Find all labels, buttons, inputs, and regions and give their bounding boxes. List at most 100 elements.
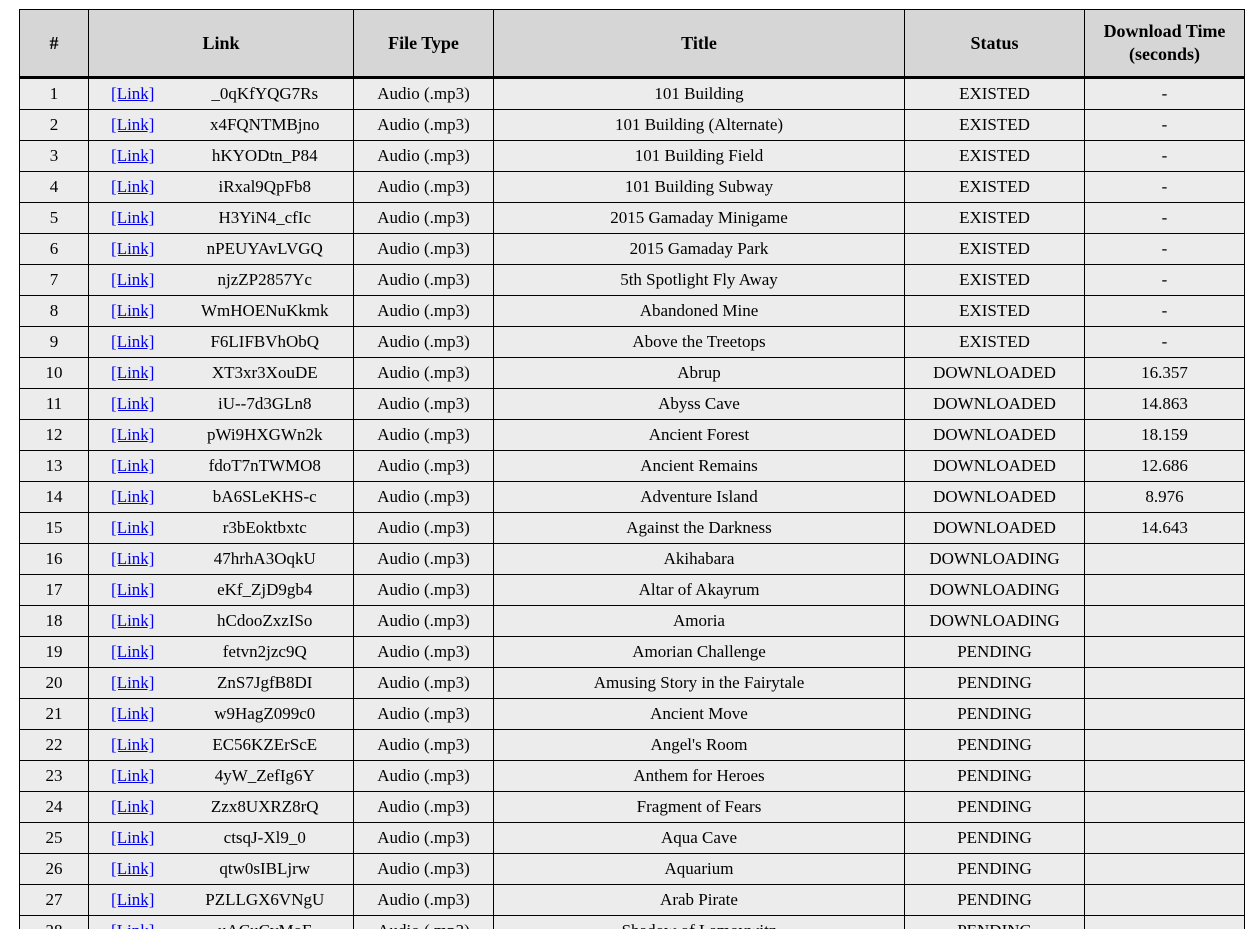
table-row: 9 [Link] F6LIFBVhObQ Audio (.mp3) Above the … xyxy=(19,326,1245,358)
video-id: EC56KZErScE xyxy=(176,729,354,761)
video-link[interactable]: [Link] xyxy=(111,425,155,444)
row-number: 16 xyxy=(19,543,89,575)
status-badge: DOWNLOADED xyxy=(904,419,1085,451)
file-type: Audio (.mp3) xyxy=(353,915,494,929)
status-badge: EXISTED xyxy=(904,233,1085,265)
link-cell: [Link] xyxy=(88,233,177,265)
table-row: 24 [Link] Zzx8UXRZ8rQ Audio (.mp3) Fragment … xyxy=(19,791,1245,823)
video-link[interactable]: [Link] xyxy=(111,673,155,692)
link-cell: [Link] xyxy=(88,202,177,234)
table-row: 14 [Link] bA6SLeKHS-c Audio (.mp3) Adventure… xyxy=(19,481,1245,513)
video-link[interactable]: [Link] xyxy=(111,859,155,878)
video-link[interactable]: [Link] xyxy=(111,580,155,599)
video-link[interactable]: [Link] xyxy=(111,828,155,847)
table-row: 13 [Link] fdoT7nTWMO8 Audio (.mp3) Ancient R… xyxy=(19,450,1245,482)
download-time xyxy=(1084,853,1245,885)
file-type: Audio (.mp3) xyxy=(353,109,494,141)
row-number: 7 xyxy=(19,264,89,296)
row-number: 13 xyxy=(19,450,89,482)
video-id: XT3xr3XouDE xyxy=(176,357,354,389)
video-id: iU--7d3GLn8 xyxy=(176,388,354,420)
video-link[interactable]: [Link] xyxy=(111,84,155,103)
table-row: 15 [Link] r3bEoktbxtc Audio (.mp3) Against t… xyxy=(19,512,1245,544)
table-row: 8 [Link] WmHOENuKkmk Audio (.mp3) Abandoned … xyxy=(19,295,1245,327)
link-cell: [Link] xyxy=(88,822,177,854)
file-type: Audio (.mp3) xyxy=(353,326,494,358)
status-badge: EXISTED xyxy=(904,171,1085,203)
video-link[interactable]: [Link] xyxy=(111,208,155,227)
track-title: 2015 Gamaday Park xyxy=(493,233,905,265)
video-id: 47hrhA3OqkU xyxy=(176,543,354,575)
track-title: Against the Darkness xyxy=(493,512,905,544)
video-id: H3YiN4_cfIc xyxy=(176,202,354,234)
video-link[interactable]: [Link] xyxy=(111,797,155,816)
video-link[interactable]: [Link] xyxy=(111,394,155,413)
video-link[interactable]: [Link] xyxy=(111,518,155,537)
row-number: 26 xyxy=(19,853,89,885)
status-badge: DOWNLOADING xyxy=(904,574,1085,606)
status-badge: PENDING xyxy=(904,698,1085,730)
download-time: 18.159 xyxy=(1084,419,1245,451)
video-link[interactable]: [Link] xyxy=(111,177,155,196)
video-link[interactable]: [Link] xyxy=(111,332,155,351)
link-cell: [Link] xyxy=(88,605,177,637)
video-link[interactable]: [Link] xyxy=(111,890,155,909)
video-link[interactable]: [Link] xyxy=(111,146,155,165)
table-row: 28 [Link] uACuCvMoFAudio (.mp3)Shadow of L… xyxy=(19,915,1245,929)
table-row: 7 [Link] njzZP2857Yc Audio (.mp3) 5th Spotli… xyxy=(19,264,1245,296)
video-link[interactable]: [Link] xyxy=(111,766,155,785)
file-type: Audio (.mp3) xyxy=(353,667,494,699)
file-type: Audio (.mp3) xyxy=(353,822,494,854)
status-badge: EXISTED xyxy=(904,326,1085,358)
row-number: 9 xyxy=(19,326,89,358)
file-type: Audio (.mp3) xyxy=(353,853,494,885)
link-cell: [Link] xyxy=(88,667,177,699)
file-type: Audio (.mp3) xyxy=(353,481,494,513)
link-cell: [Link] xyxy=(88,543,177,575)
file-type: Audio (.mp3) xyxy=(353,171,494,203)
row-number: 22 xyxy=(19,729,89,761)
table-body: 1 [Link] _0qKfYQG7Rs Audio (.mp3) 101 Buildi… xyxy=(19,77,1245,929)
status-badge: DOWNLOADED xyxy=(904,388,1085,420)
video-link[interactable]: [Link] xyxy=(111,363,155,382)
status-badge: PENDING xyxy=(904,915,1085,929)
video-link[interactable]: [Link] xyxy=(111,735,155,754)
link-cell: [Link] xyxy=(88,853,177,885)
video-link[interactable]: [Link] xyxy=(111,456,155,475)
status-badge: PENDING xyxy=(904,760,1085,792)
track-title: Fragment of Fears xyxy=(493,791,905,823)
table-row: 23 [Link] 4yW_ZefIg6Y Audio (.mp3) Anthem fo… xyxy=(19,760,1245,792)
header-title: Title xyxy=(493,9,905,79)
download-time: - xyxy=(1084,264,1245,296)
video-link[interactable]: [Link] xyxy=(111,642,155,661)
status-badge: PENDING xyxy=(904,884,1085,916)
video-link[interactable]: [Link] xyxy=(111,115,155,134)
video-id: ZnS7JgfB8DI xyxy=(176,667,354,699)
table-row: 1 [Link] _0qKfYQG7Rs Audio (.mp3) 101 Buildi… xyxy=(19,77,1245,110)
video-link[interactable]: [Link] xyxy=(111,301,155,320)
link-cell: [Link] xyxy=(88,140,177,172)
video-id: iRxal9QpFb8 xyxy=(176,171,354,203)
video-link[interactable]: [Link] xyxy=(111,611,155,630)
video-link[interactable]: [Link] xyxy=(111,270,155,289)
download-time: 14.863 xyxy=(1084,388,1245,420)
video-link[interactable]: [Link] xyxy=(111,549,155,568)
video-link[interactable]: [Link] xyxy=(111,239,155,258)
header-status: Status xyxy=(904,9,1085,79)
file-type: Audio (.mp3) xyxy=(353,791,494,823)
row-number: 5 xyxy=(19,202,89,234)
video-link[interactable]: [Link] xyxy=(111,704,155,723)
file-type: Audio (.mp3) xyxy=(353,605,494,637)
video-link[interactable]: [Link] xyxy=(111,487,155,506)
link-cell: [Link] xyxy=(88,419,177,451)
link-cell: [Link] xyxy=(88,264,177,296)
video-id: eKf_ZjD9gb4 xyxy=(176,574,354,606)
link-cell: [Link] xyxy=(88,729,177,761)
row-number: 20 xyxy=(19,667,89,699)
row-number: 18 xyxy=(19,605,89,637)
track-title: Altar of Akayrum xyxy=(493,574,905,606)
video-link[interactable]: [Link] xyxy=(111,921,154,929)
row-number: 27 xyxy=(19,884,89,916)
table-row: 27 [Link] PZLLGX6VNgU Audio (.mp3) Arab Pira… xyxy=(19,884,1245,916)
track-title: 5th Spotlight Fly Away xyxy=(493,264,905,296)
